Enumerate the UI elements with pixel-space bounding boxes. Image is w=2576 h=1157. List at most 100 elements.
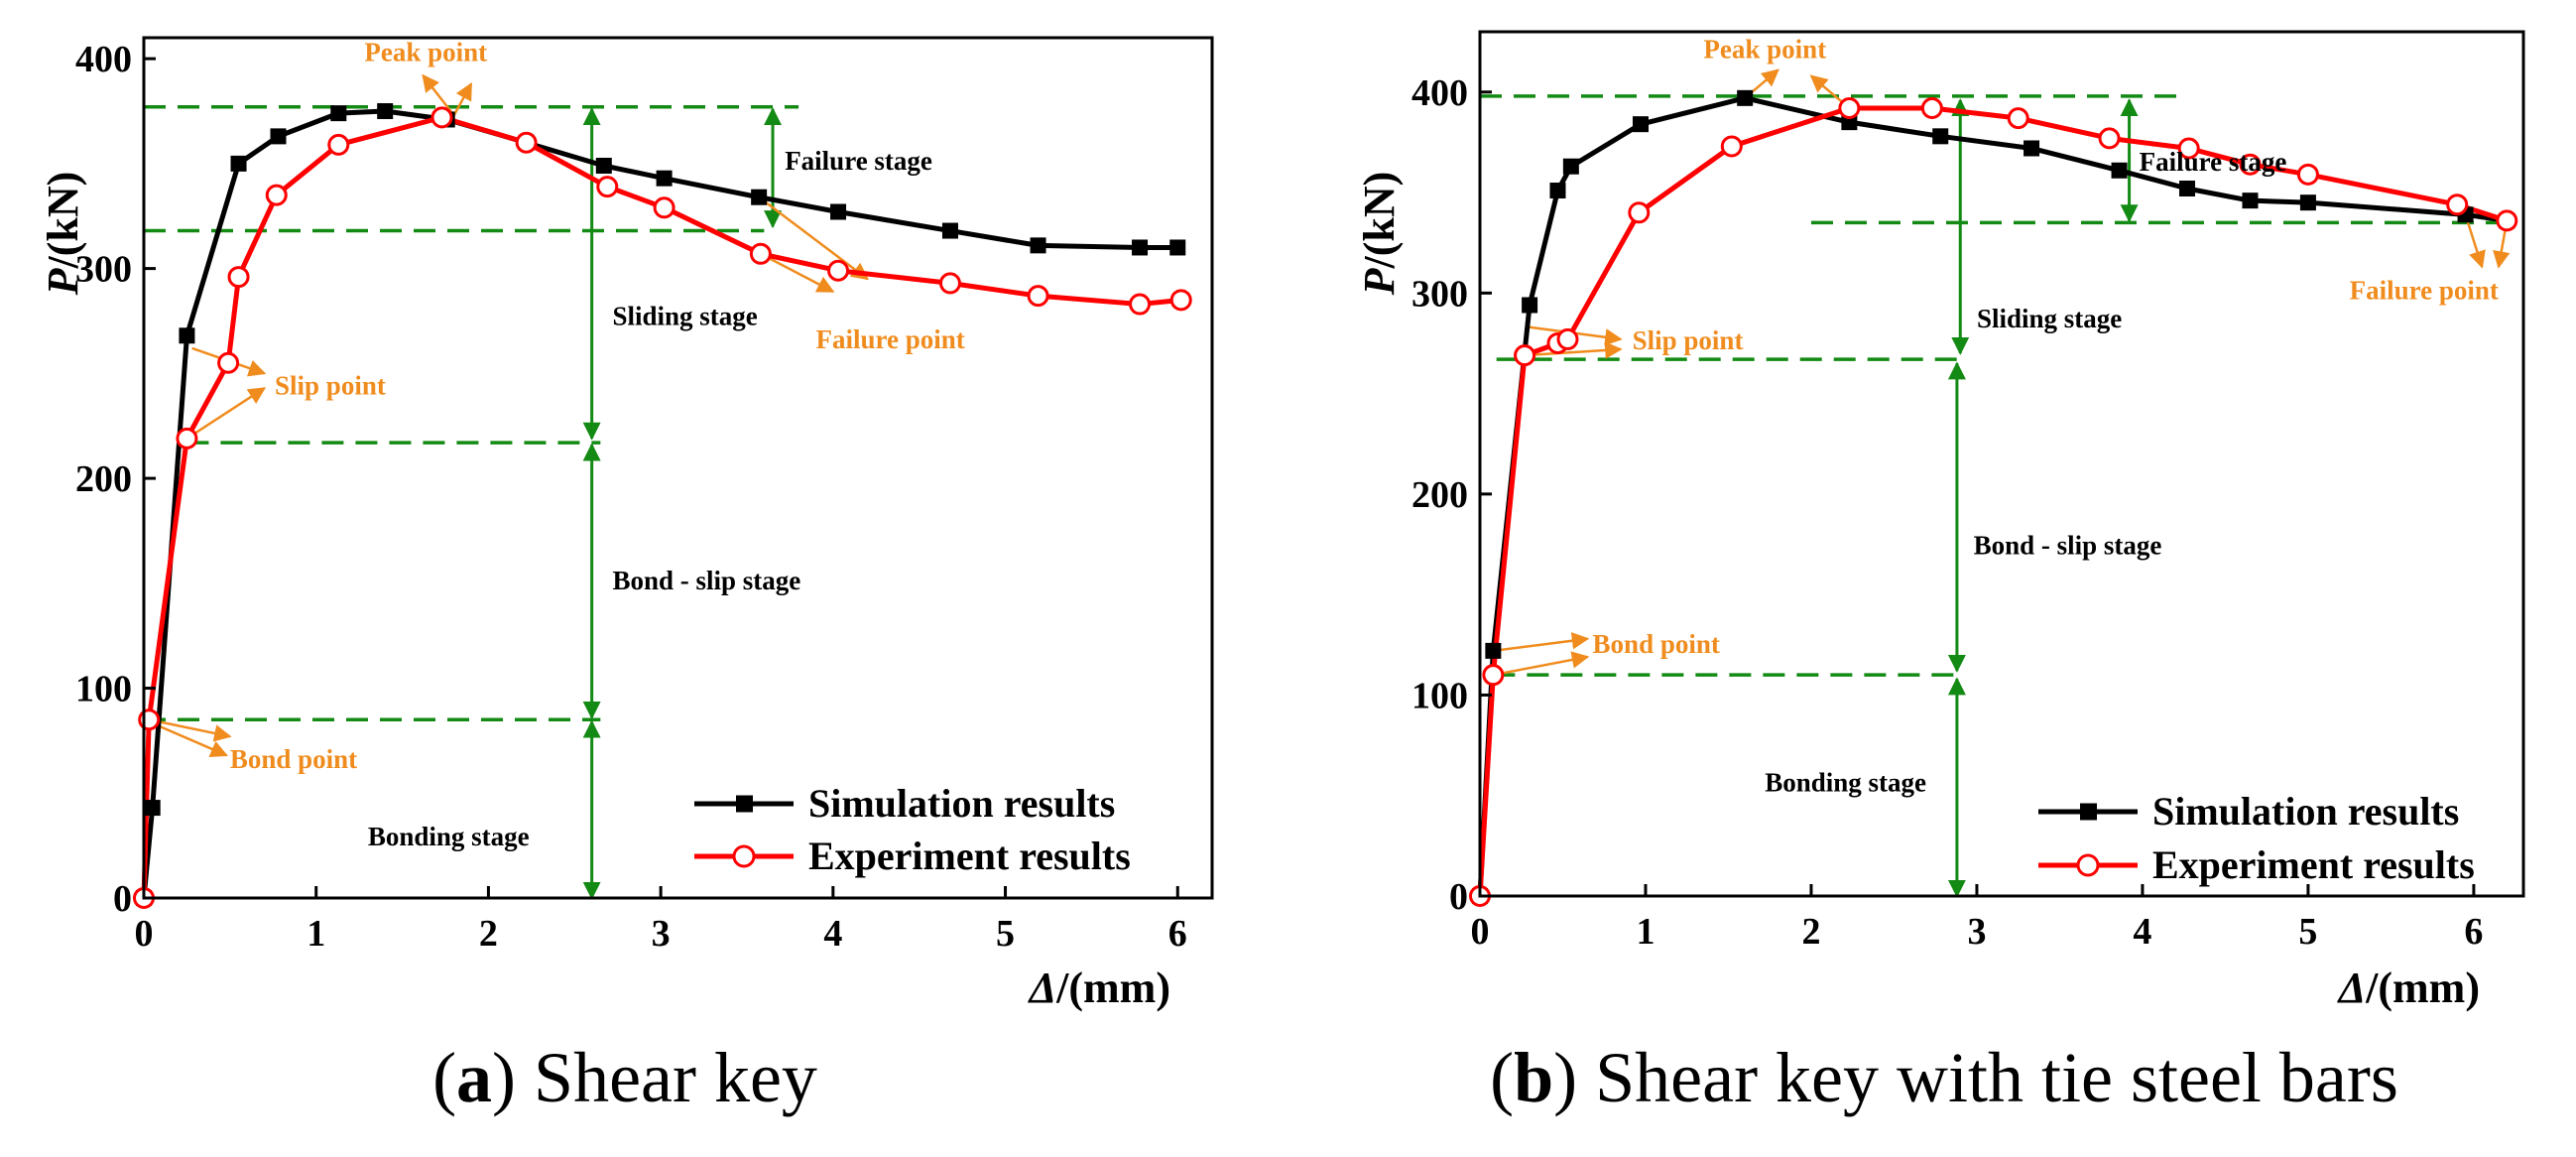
panel-a-x-tick-label: 5 — [996, 913, 1015, 955]
panel-a-experiment-point — [227, 266, 250, 289]
panel-a-experiment-point — [1129, 293, 1152, 316]
panel-a-letter: a — [456, 1038, 492, 1117]
panel-b-experiment-point — [1628, 201, 1651, 224]
panel-a-plot-frame — [142, 36, 1214, 900]
panel-b-annotation-slip: Slip point — [1633, 325, 1744, 355]
panel-b-experiment-point — [1556, 327, 1579, 350]
panel-b-x-tick-label: 0 — [1471, 911, 1490, 953]
panel-b-stage-sliding: Sliding stage — [1977, 304, 2122, 333]
panel-a-experiment-point — [515, 131, 538, 154]
panel-a-x-unit: /(mm) — [1055, 964, 1170, 1012]
panel-a-simulation-point — [656, 170, 673, 187]
panel-a-experiment-point — [653, 196, 675, 219]
panel-a-experiment-point — [327, 133, 350, 156]
panel-b-simulation-point — [1522, 297, 1538, 314]
panel-a-experiment-point — [1027, 285, 1049, 308]
panel-b-x-tick-label: 2 — [1801, 911, 1820, 953]
panel-a-simulation-point — [830, 203, 847, 220]
panel-b-experiment-point — [2177, 137, 2200, 160]
panel-b-stage-failure: Failure stage — [2140, 147, 2287, 177]
panel-b-experiment-point — [1514, 344, 1536, 367]
panel-b-experiment-point — [2446, 193, 2469, 216]
panel-a-callout-arrow — [760, 252, 835, 293]
panel-b-experiment-point — [2007, 107, 2029, 130]
panel-b-callout-arrow — [2464, 213, 2486, 269]
panel-a-x-tick-label: 6 — [1168, 913, 1187, 955]
panel-b-y-tick-label: 0 — [1449, 876, 1468, 918]
panel-a-simulation-point — [941, 222, 958, 239]
panel-b-x-tick-label: 3 — [1967, 911, 1986, 953]
panel-a-annotation-slip: Slip point — [275, 370, 386, 400]
panel-a-y-axis-label: P/(kN) — [39, 172, 87, 297]
panel-a-y-var: P — [39, 267, 87, 296]
panel-b-experiment-point — [2098, 127, 2121, 150]
panel-a-stage-failure: Failure stage — [785, 146, 932, 176]
panel-b-legend: Simulation results Experiment results — [2038, 789, 2475, 887]
panel-b-plot-frame — [1478, 30, 2525, 898]
panel-b-experiment-point — [2496, 209, 2518, 232]
panel-b-x-tick-label: 4 — [2133, 911, 2151, 953]
panel-a-ticks: 0 1 2 3 4 5 6 0 100 200 300 400 — [75, 39, 1187, 955]
panel-b-overlay — [1480, 68, 2511, 898]
panel-a-callout-arrow — [148, 720, 228, 757]
panel-b-simulation-point — [1485, 642, 1502, 659]
panel-a-x-axis-label: Δ/(mm) — [1028, 964, 1170, 1012]
panel-a-simulation-point — [1132, 239, 1149, 256]
panel-a-experiment-point — [1169, 289, 1192, 312]
panel-b-experiment-point — [2296, 163, 2319, 186]
panel-b-y-unit: /(kN) — [1355, 172, 1404, 270]
panel-a-chart: 0 1 2 3 4 5 6 0 100 200 300 400 P/(kN) Δ/(mm) Simul… — [39, 36, 1214, 1117]
panel-a-y-tick-label: 200 — [75, 458, 132, 500]
panel-a-callout-arrow — [422, 73, 455, 117]
panel-a-caption: (a) Shear key — [432, 1038, 817, 1117]
panel-b-simulation-point — [2242, 193, 2259, 209]
panel-a-x-tick-label: 1 — [307, 913, 325, 955]
panel-b-legend-exp-label: Experiment results — [2152, 842, 2475, 887]
panel-b-y-tick-label: 300 — [1411, 273, 1468, 315]
panel-a-y-tick-label: 100 — [75, 669, 132, 710]
panel-b-letter: b — [1514, 1038, 1553, 1117]
panel-b-ticks: 0 1 2 3 4 5 6 0 100 200 300 400 — [1411, 72, 2483, 953]
panel-b-caption: (b) Shear key with tie steel bars — [1490, 1038, 2398, 1117]
panel-b-x-unit: /(mm) — [2365, 964, 2480, 1012]
panel-a-stage-bonding: Bonding stage — [368, 822, 530, 851]
panel-b-y-tick-label: 100 — [1411, 675, 1468, 716]
panel-b-legend-sim-label: Simulation results — [2152, 789, 2459, 834]
panel-b-experiment-point — [2239, 153, 2262, 176]
panel-b-x-var: Δ — [2337, 964, 2367, 1012]
panel-a-legend-exp-label: Experiment results — [808, 834, 1131, 878]
panel-b-simulation-point — [2179, 180, 2196, 196]
panel-b-stage-bond-slip: Bond - slip stage — [1974, 531, 2162, 561]
panel-b-simulation-point — [2111, 162, 2128, 179]
panel-a-annotation-peak: Peak point — [364, 37, 487, 66]
panel-a-y-unit: /(kN) — [39, 172, 87, 270]
panel-a-y-tick-label: 400 — [75, 39, 132, 80]
panel-b-simulation-point — [1562, 158, 1579, 175]
panel-a-experiment-point — [265, 184, 288, 206]
panel-a-series — [133, 103, 1192, 909]
panel-a-simulation-point — [270, 128, 287, 145]
panel-a-caption-text: Shear key — [534, 1038, 817, 1117]
panel-a-simulation-point — [1169, 239, 1186, 256]
panel-a-simulation-point — [751, 189, 768, 205]
panel-a-callout-arrow — [148, 718, 232, 742]
panel-a-callout-arrow — [758, 195, 869, 281]
panel-a-experiment-point — [430, 106, 453, 129]
panel-a-x-tick-label: 0 — [135, 913, 154, 955]
panel-b-x-tick-label: 5 — [2298, 911, 2317, 953]
panel-a-experiment-point — [827, 259, 850, 282]
panel-a-stage-sliding: Sliding stage — [612, 302, 757, 331]
panel-a-x-tick-label: 2 — [479, 913, 498, 955]
panel-b-simulation-point — [1632, 116, 1649, 133]
panel-b-experiment-point — [1920, 96, 1943, 119]
panel-b-series-simulation-line — [1477, 95, 2508, 897]
panel-b-y-tick-label: 200 — [1411, 474, 1468, 516]
panel-a-y-tick-label: 300 — [75, 249, 132, 291]
panel-a-simulation-point — [230, 155, 247, 172]
panel-a-legend: Simulation results Experiment results — [694, 781, 1131, 878]
panel-b-callout-arrow — [1493, 651, 1590, 677]
panel-a-x-var: Δ — [1028, 964, 1057, 1012]
panel-a-simulation-point — [595, 157, 612, 174]
panel-b-simulation-point — [1932, 128, 1949, 145]
